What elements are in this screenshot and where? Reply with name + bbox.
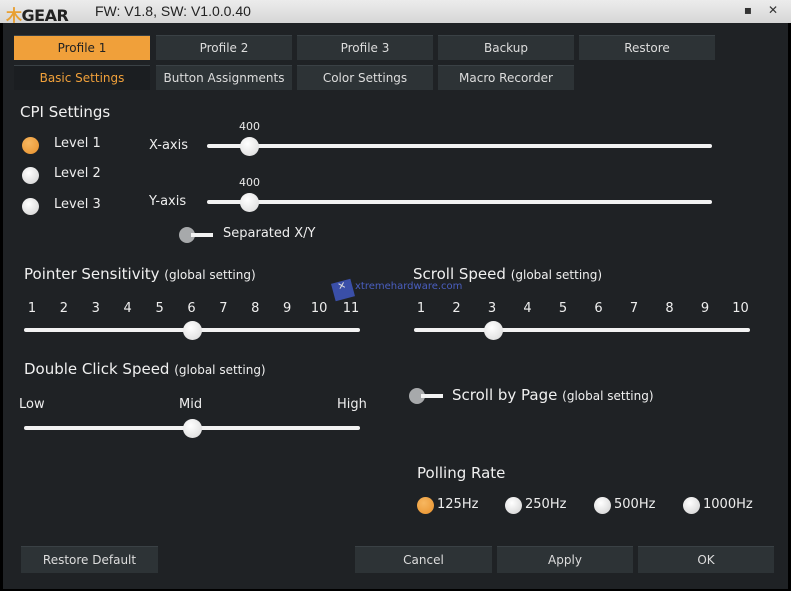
level-2-label: Level 2 bbox=[54, 166, 101, 181]
polling-250hz-label: 250Hz bbox=[525, 497, 567, 512]
pointer-sensitivity-title: Pointer Sensitivity (global setting) bbox=[24, 265, 256, 283]
watermark-x-icon: ✕ bbox=[331, 278, 355, 302]
double-click-handle[interactable] bbox=[183, 419, 202, 438]
scroll-tick-label: 10 bbox=[732, 301, 749, 316]
x-axis-slider-track[interactable] bbox=[207, 144, 712, 148]
level-3-label: Level 3 bbox=[54, 197, 101, 212]
polling-500hz-label: 500Hz bbox=[614, 497, 656, 512]
scroll-speed-track[interactable] bbox=[414, 328, 750, 332]
scroll-by-page-toggle[interactable] bbox=[409, 388, 445, 404]
polling-125hz-radio[interactable] bbox=[417, 497, 434, 514]
x-axis-value: 400 bbox=[239, 120, 260, 133]
pointer-tick-label: 3 bbox=[91, 301, 100, 316]
scroll-tick-label: 4 bbox=[523, 301, 532, 316]
pointer-tick-label: 6 bbox=[187, 301, 196, 316]
polling-125hz-label: 125Hz bbox=[437, 497, 479, 512]
scroll-tick-label: 1 bbox=[416, 301, 426, 316]
version-label: FW: V1.8, SW: V1.0.0.40 bbox=[95, 3, 251, 19]
x-axis-slider-handle[interactable] bbox=[240, 137, 259, 156]
scroll-tick-label: 8 bbox=[665, 301, 674, 316]
pointer-tick-label: 11 bbox=[342, 301, 360, 316]
y-axis-slider-handle[interactable] bbox=[240, 193, 259, 212]
title-bar: ⽊GEAR FW: V1.8, SW: V1.0.0.40 ▪ ✕ bbox=[0, 0, 791, 26]
scroll-note: (global setting) bbox=[510, 268, 603, 282]
pointer-tick-label: 1 bbox=[27, 301, 37, 316]
gear-logo: ⽊GEAR bbox=[6, 2, 69, 26]
y-axis-label: Y-axis bbox=[149, 194, 187, 209]
scroll-by-page-text: Scroll by Page bbox=[452, 386, 558, 404]
restore-default-button[interactable]: Restore Default bbox=[21, 546, 158, 573]
polling-250hz-radio[interactable] bbox=[505, 497, 522, 514]
double-click-note: (global setting) bbox=[174, 363, 266, 377]
scroll-tick-label: 6 bbox=[594, 301, 603, 316]
tab-profile-3[interactable]: Profile 3 bbox=[297, 35, 433, 60]
scroll-by-page-note: (global setting) bbox=[562, 389, 654, 403]
tab-button-assignments[interactable]: Button Assignments bbox=[156, 65, 292, 90]
minimize-button[interactable]: ▪ bbox=[743, 3, 753, 17]
double-click-high: High bbox=[337, 397, 367, 412]
separated-xy-toggle[interactable] bbox=[179, 227, 215, 243]
pointer-tick-label: 7 bbox=[219, 301, 228, 316]
tab-macro-recorder[interactable]: Macro Recorder bbox=[438, 65, 574, 90]
pointer-tick-label: 10 bbox=[310, 301, 328, 316]
scroll-title-text: Scroll Speed bbox=[413, 265, 506, 283]
level-1-radio[interactable] bbox=[22, 137, 39, 154]
close-button[interactable]: ✕ bbox=[767, 3, 779, 17]
tab-profile-1[interactable]: Profile 1 bbox=[14, 35, 150, 60]
scroll-tick-label: 3 bbox=[487, 301, 497, 316]
scroll-tick-label: 7 bbox=[629, 301, 639, 316]
y-axis-value: 400 bbox=[239, 176, 260, 189]
scroll-by-page-label: Scroll by Page (global setting) bbox=[452, 386, 654, 404]
polling-rate-title: Polling Rate bbox=[417, 464, 506, 482]
cpi-settings-title: CPI Settings bbox=[20, 103, 111, 121]
scroll-tick-label: 2 bbox=[452, 301, 461, 316]
tab-color-settings[interactable]: Color Settings bbox=[297, 65, 433, 90]
scroll-tick-label: 9 bbox=[700, 301, 710, 316]
logo-text: GEAR bbox=[21, 6, 69, 25]
tab-backup[interactable]: Backup bbox=[438, 35, 574, 60]
fnatic-logo-icon: ⽊ bbox=[6, 6, 22, 25]
x-axis-label: X-axis bbox=[149, 138, 188, 153]
double-click-mid: Mid bbox=[179, 397, 203, 412]
pointer-tick-label: 5 bbox=[155, 301, 164, 316]
watermark: ✕ xtremehardware.com bbox=[331, 278, 463, 302]
pointer-title-text: Pointer Sensitivity bbox=[24, 265, 160, 283]
apply-button[interactable]: Apply bbox=[497, 546, 633, 573]
watermark-text: xtremehardware.com bbox=[355, 281, 463, 292]
pointer-tick-label: 8 bbox=[251, 301, 260, 316]
scroll-tick-label: 5 bbox=[558, 301, 568, 316]
cancel-button[interactable]: Cancel bbox=[355, 546, 492, 573]
main-panel bbox=[3, 23, 788, 589]
polling-1000hz-radio[interactable] bbox=[683, 497, 700, 514]
polling-500hz-radio[interactable] bbox=[594, 497, 611, 514]
scroll-speed-title: Scroll Speed (global setting) bbox=[413, 265, 602, 283]
level-3-radio[interactable] bbox=[22, 198, 39, 215]
polling-1000hz-label: 1000Hz bbox=[703, 497, 753, 512]
double-click-title-text: Double Click Speed bbox=[24, 360, 170, 378]
tab-profile-2[interactable]: Profile 2 bbox=[156, 35, 292, 60]
separated-xy-label: Separated X/Y bbox=[223, 226, 316, 241]
pointer-note: (global setting) bbox=[164, 268, 256, 282]
double-click-title: Double Click Speed (global setting) bbox=[24, 360, 266, 378]
pointer-tick-label: 9 bbox=[283, 301, 292, 316]
y-axis-slider-track[interactable] bbox=[207, 200, 712, 204]
ok-button[interactable]: OK bbox=[638, 546, 774, 573]
pointer-tick-label: 2 bbox=[59, 301, 69, 316]
level-1-label: Level 1 bbox=[54, 136, 101, 151]
pointer-sensitivity-handle[interactable] bbox=[183, 321, 202, 340]
scroll-speed-handle[interactable] bbox=[484, 321, 503, 340]
tab-restore[interactable]: Restore bbox=[579, 35, 715, 60]
double-click-low: Low bbox=[19, 397, 45, 412]
pointer-tick-label: 4 bbox=[123, 301, 132, 316]
level-2-radio[interactable] bbox=[22, 167, 39, 184]
tab-basic-settings[interactable]: Basic Settings bbox=[14, 65, 150, 90]
